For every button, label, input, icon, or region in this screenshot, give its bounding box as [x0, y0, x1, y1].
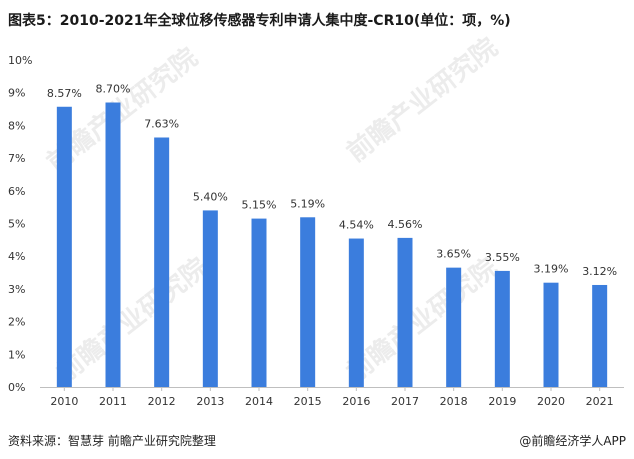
data-label: 5.15% [242, 199, 277, 212]
bar [300, 217, 316, 387]
brand-credit: @前瞻经济学人APP [519, 434, 626, 448]
x-tick-label: 2016 [342, 395, 370, 408]
x-tick-label: 2020 [537, 395, 565, 408]
data-label: 7.63% [144, 117, 179, 130]
x-tick-label: 2012 [148, 395, 176, 408]
y-tick-label: 1% [8, 348, 25, 361]
bar [397, 237, 413, 387]
bar [494, 270, 510, 387]
chart-title: 图表5：2010-2021年全球位移传感器专利申请人集中度-CR10(单位：项，… [8, 13, 511, 29]
x-tick-label: 2019 [488, 395, 516, 408]
y-tick-label: 9% [8, 87, 25, 100]
x-tick-label: 2010 [50, 395, 78, 408]
data-label: 3.12% [582, 265, 617, 278]
x-tick-label: 2011 [99, 395, 127, 408]
x-tick-label: 2017 [391, 395, 419, 408]
x-tick-label: 2014 [245, 395, 273, 408]
bar [251, 218, 267, 387]
data-label: 5.19% [290, 197, 325, 210]
y-tick-label: 3% [8, 283, 25, 296]
bar [446, 267, 462, 387]
data-label: 4.54% [339, 219, 374, 232]
bar [348, 238, 364, 387]
y-tick-label: 2% [8, 316, 25, 329]
y-tick-label: 8% [8, 119, 25, 132]
data-label: 8.70% [96, 83, 131, 96]
data-label: 3.19% [534, 263, 569, 276]
y-tick-label: 6% [8, 185, 25, 198]
y-tick-label: 7% [8, 152, 25, 165]
data-label: 8.57% [47, 87, 82, 100]
x-tick-label: 2018 [440, 395, 468, 408]
bar [543, 282, 559, 387]
data-label: 4.56% [388, 218, 423, 231]
x-tick-label: 2013 [196, 395, 224, 408]
bar [154, 137, 170, 387]
bar [202, 210, 218, 387]
source-note: 资料来源：智慧芽 前瞻产业研究院整理 [8, 434, 216, 448]
y-tick-label: 4% [8, 250, 25, 263]
x-tick-label: 2021 [586, 395, 614, 408]
y-tick-label: 5% [8, 218, 25, 231]
bar [105, 102, 121, 387]
bar [56, 106, 72, 388]
bar [592, 284, 608, 387]
data-label: 3.65% [436, 248, 471, 261]
data-label: 5.40% [193, 190, 228, 203]
bar-chart: 0% 1% 2% 3% 4% 5% 6% 7% 8% 9% 10% 8.57% 2010 8.70% 201… [8, 54, 624, 408]
data-label: 3.55% [485, 251, 520, 264]
y-tick-label: 0% [8, 381, 25, 394]
y-tick-label: 10% [8, 54, 32, 67]
x-tick-label: 2015 [294, 395, 322, 408]
